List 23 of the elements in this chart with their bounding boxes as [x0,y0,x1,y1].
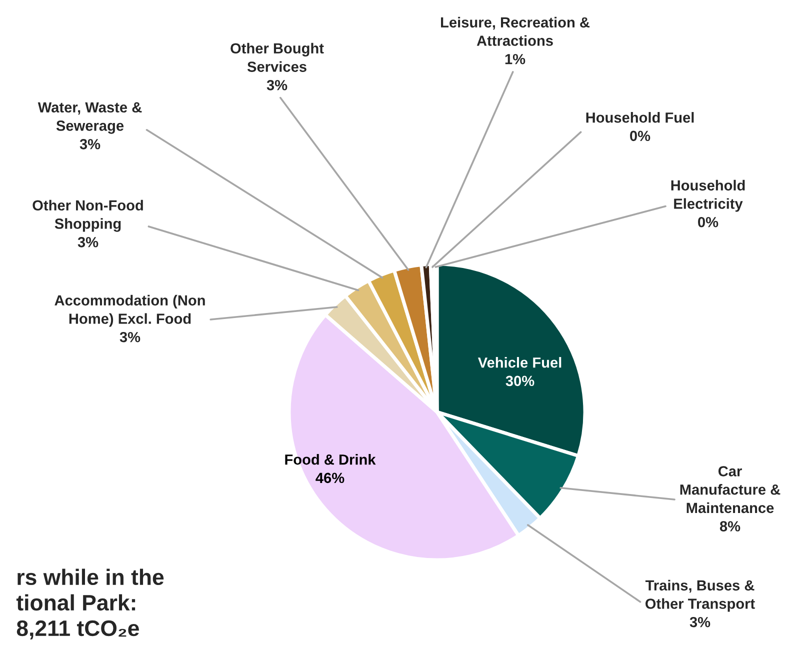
data-label: 8% [720,521,740,532]
slice-label: Other Bought Services [230,42,324,72]
data-label: 0% [698,216,718,228]
data-label: 3% [690,616,710,628]
data-label: 3% [120,332,140,342]
slice-label: Accommodation (Non Home) Excl. Food [54,294,205,327]
slice-label: Leisure, Recreation & Attractions [441,16,590,46]
slice-label: Vehicle Fuel [478,357,562,368]
slice-label: Household Electricity [671,180,745,212]
slice-label: Household Fuel [586,112,694,123]
data-label: 3% [266,80,288,90]
slice-label: Other Non-Food Shopping [32,200,143,232]
data-label: 46% [316,472,344,484]
slice-label: Water, Waste & Sewerage [38,102,142,134]
data-label: 3% [78,236,98,248]
slice-label: Trains, Buses & Other Transport [645,580,755,612]
data-label: 3% [80,138,100,150]
data-label: 0% [630,130,650,142]
data-label: 1% [505,54,526,64]
slice-label: Food & Drink [285,454,376,465]
text: rs while in the tional Park: 8,211 tCO₂e [16,568,164,640]
slice-label: Car Manufacture & Maintenance [680,466,780,514]
data-label: 30% [506,376,534,386]
